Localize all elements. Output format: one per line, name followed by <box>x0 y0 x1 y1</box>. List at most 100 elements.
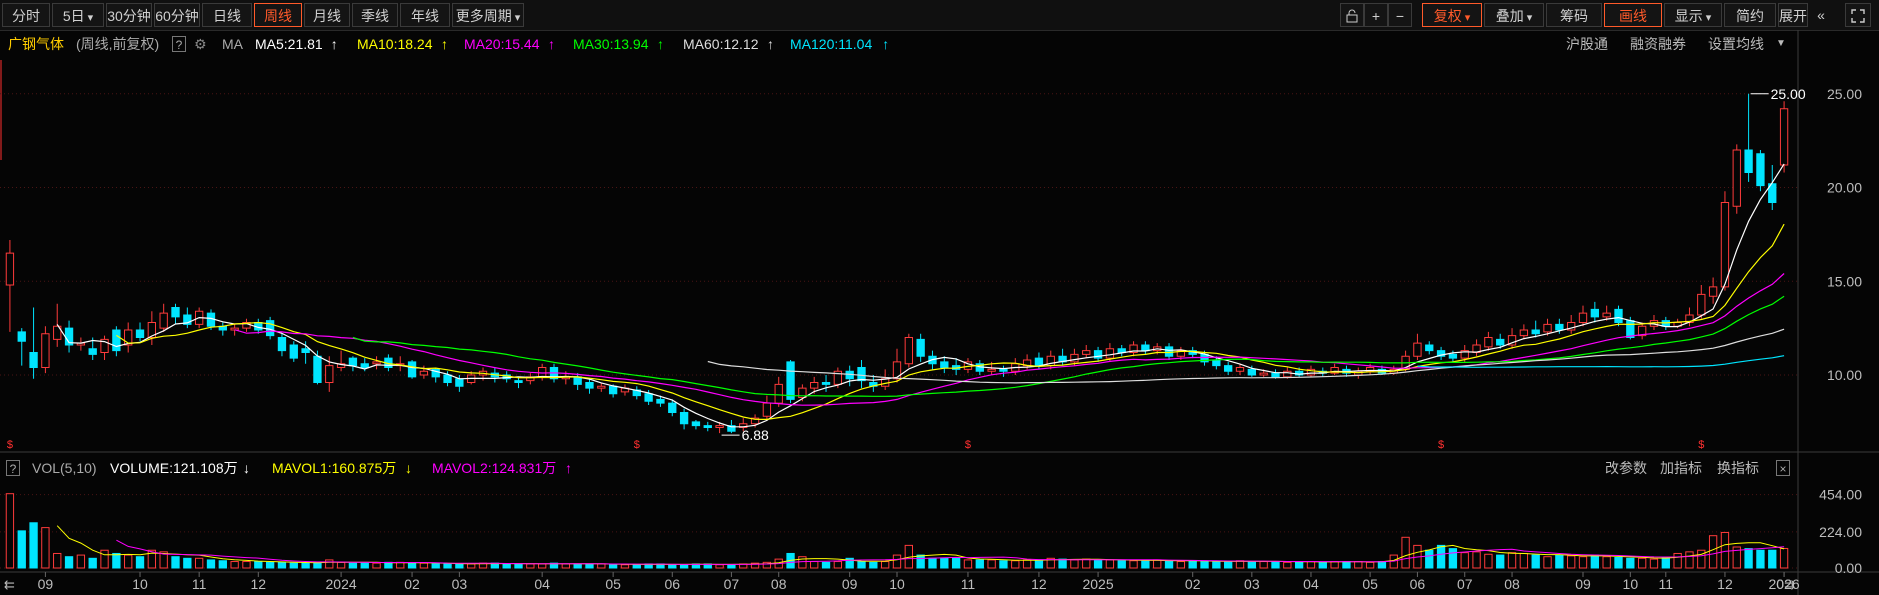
period-tab-2[interactable]: 30分钟 <box>106 3 152 27</box>
stock-name: 广钢气体 <box>8 36 64 52</box>
volume-bar <box>1543 556 1552 569</box>
volume-bar <box>41 527 50 569</box>
link-change-params[interactable]: 改参数 <box>1605 460 1647 476</box>
candle-body <box>620 387 630 393</box>
volume-bar <box>1224 561 1233 569</box>
period-tab-5[interactable]: 周线 <box>254 3 302 27</box>
ma-line-ma30 <box>352 295 1785 397</box>
chevron-down-icon: ▾ <box>84 12 94 24</box>
period-tab-9[interactable]: 更多周期 ▾ <box>452 3 524 27</box>
tool-button-6[interactable]: 展开 <box>1778 3 1808 27</box>
candle-body <box>1354 370 1363 376</box>
candle-body <box>313 355 322 383</box>
candle-body <box>1484 337 1493 348</box>
volume-bar <box>1176 561 1186 569</box>
settings-gear-icon[interactable]: ⚙ <box>194 36 207 52</box>
zoom-out-icon[interactable]: − <box>1388 3 1412 27</box>
zoom-in-icon[interactable]: + <box>1364 3 1388 27</box>
candle-body <box>1779 108 1789 166</box>
volume-bar <box>76 554 86 569</box>
fullscreen-icon[interactable] <box>1845 3 1871 27</box>
tool-button-5[interactable]: 简约 <box>1724 3 1776 27</box>
period-tab-3[interactable]: 60分钟 <box>154 3 200 27</box>
candle-body <box>1413 342 1422 357</box>
candle-body <box>750 417 760 425</box>
chevron-down-icon: ▾ <box>1523 12 1533 24</box>
volume-bar <box>1661 557 1670 569</box>
volume-bar <box>668 564 677 569</box>
volume-bar <box>774 558 783 569</box>
tool-button-1[interactable]: 叠加 ▾ <box>1484 3 1544 27</box>
volume-bar <box>561 563 570 569</box>
volume-bar <box>1744 548 1753 569</box>
dividend-marker-icon: $ <box>634 439 640 451</box>
candle-body <box>1164 346 1174 357</box>
x-tick-label: 09 <box>38 576 54 592</box>
volume-bar <box>147 549 157 569</box>
volume-bar <box>443 563 452 569</box>
period-tab-label: 年线 <box>411 8 439 24</box>
period-tab-8[interactable]: 年线 <box>400 3 450 27</box>
link-switch-indicator[interactable]: 换指标 <box>1717 460 1759 476</box>
candle-body <box>431 368 440 378</box>
link-add-indicator[interactable]: 加指标 <box>1660 460 1702 476</box>
link-hgt[interactable]: 沪股通 <box>1566 36 1608 52</box>
period-tab-0[interactable]: 分时 <box>2 3 50 27</box>
volume-bar <box>514 563 523 569</box>
period-tab-label: 更多周期 <box>455 8 512 24</box>
candle-body <box>1070 353 1079 363</box>
tool-button-3[interactable]: 画线 <box>1604 3 1662 27</box>
volume-bar <box>940 557 949 569</box>
tool-button-2[interactable]: 筹码 <box>1546 3 1602 27</box>
candle-body <box>1093 350 1103 359</box>
candle-body <box>254 322 263 331</box>
period-tab-label: 日线 <box>213 8 241 24</box>
candle-body <box>656 398 665 404</box>
period-tab-1[interactable]: 5日 ▾ <box>52 3 104 27</box>
candle-body <box>881 378 890 387</box>
period-tab-label: 30分钟 <box>107 8 151 24</box>
link-margin[interactable]: 融资融券 <box>1630 36 1686 52</box>
period-tab-4[interactable]: 日线 <box>202 3 252 27</box>
candle-body <box>644 393 653 402</box>
candle-body <box>490 372 500 378</box>
candle-body <box>29 352 38 368</box>
tool-button-label: 筹码 <box>1560 8 1588 24</box>
vol-value-0: VOLUME:121.108万 <box>110 460 238 476</box>
candle-body <box>419 370 429 376</box>
x-tick-label: 06 <box>664 576 680 592</box>
candle-body <box>798 387 807 398</box>
volume-bar <box>325 559 334 569</box>
link-set-ma[interactable]: 设置均线 <box>1708 36 1764 52</box>
candle-body <box>1720 202 1730 288</box>
candle-body <box>1377 368 1387 374</box>
tool-button-4[interactable]: 显示 ▾ <box>1664 3 1722 27</box>
collapse-icon[interactable]: « <box>1817 7 1825 23</box>
vol-value-2: MAVOL2:124.831万 <box>432 460 557 476</box>
candle-body <box>467 374 476 383</box>
tool-button-0[interactable]: 复权 ▾ <box>1422 3 1482 27</box>
volume-bar <box>1448 548 1458 569</box>
close-icon[interactable]: × <box>1776 460 1790 476</box>
help-icon[interactable]: ? <box>172 36 186 52</box>
volume-bar <box>608 564 618 569</box>
candle-body <box>5 252 15 286</box>
x-tick-label: 02 <box>404 576 420 592</box>
volume-bar <box>372 562 381 569</box>
period-tab-7[interactable]: 季线 <box>352 3 398 27</box>
period-tab-6[interactable]: 月线 <box>304 3 350 27</box>
candle-body <box>1365 367 1375 372</box>
tool-button-label: 简约 <box>1736 8 1764 24</box>
candle-body <box>1507 335 1517 346</box>
volume-bar <box>17 530 26 569</box>
price-tick-label: 15.00 <box>1827 273 1862 289</box>
lock-icon[interactable] <box>1340 3 1364 27</box>
toolbar: 分时 5日 ▾ 30分钟 60分钟 日线 周线 月线 季线 年线 更多周期 ▾ + − 复权 ▾ 叠… <box>0 0 1879 31</box>
chevron-down-icon[interactable]: ▼ <box>1776 38 1786 49</box>
candle-body <box>100 338 109 353</box>
vol-help-icon[interactable]: ? <box>6 460 20 476</box>
volume-bar <box>928 557 937 569</box>
volume-bar <box>183 557 192 569</box>
volume-bar <box>1720 531 1730 569</box>
